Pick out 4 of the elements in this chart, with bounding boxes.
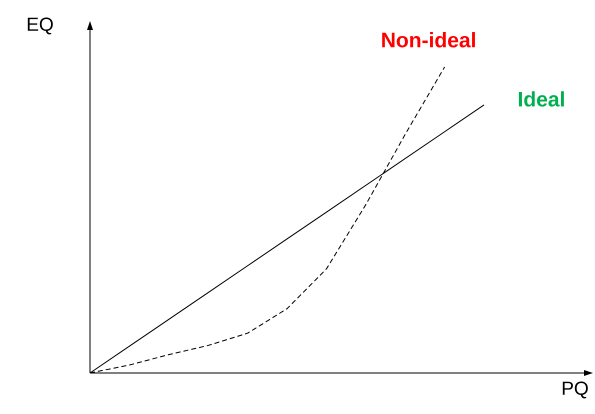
x-axis-title: PQ <box>562 382 588 398</box>
series-label: Ideal <box>518 91 564 107</box>
y-axis-title: EQ <box>28 18 53 34</box>
series-label: Non-ideal <box>382 32 475 48</box>
